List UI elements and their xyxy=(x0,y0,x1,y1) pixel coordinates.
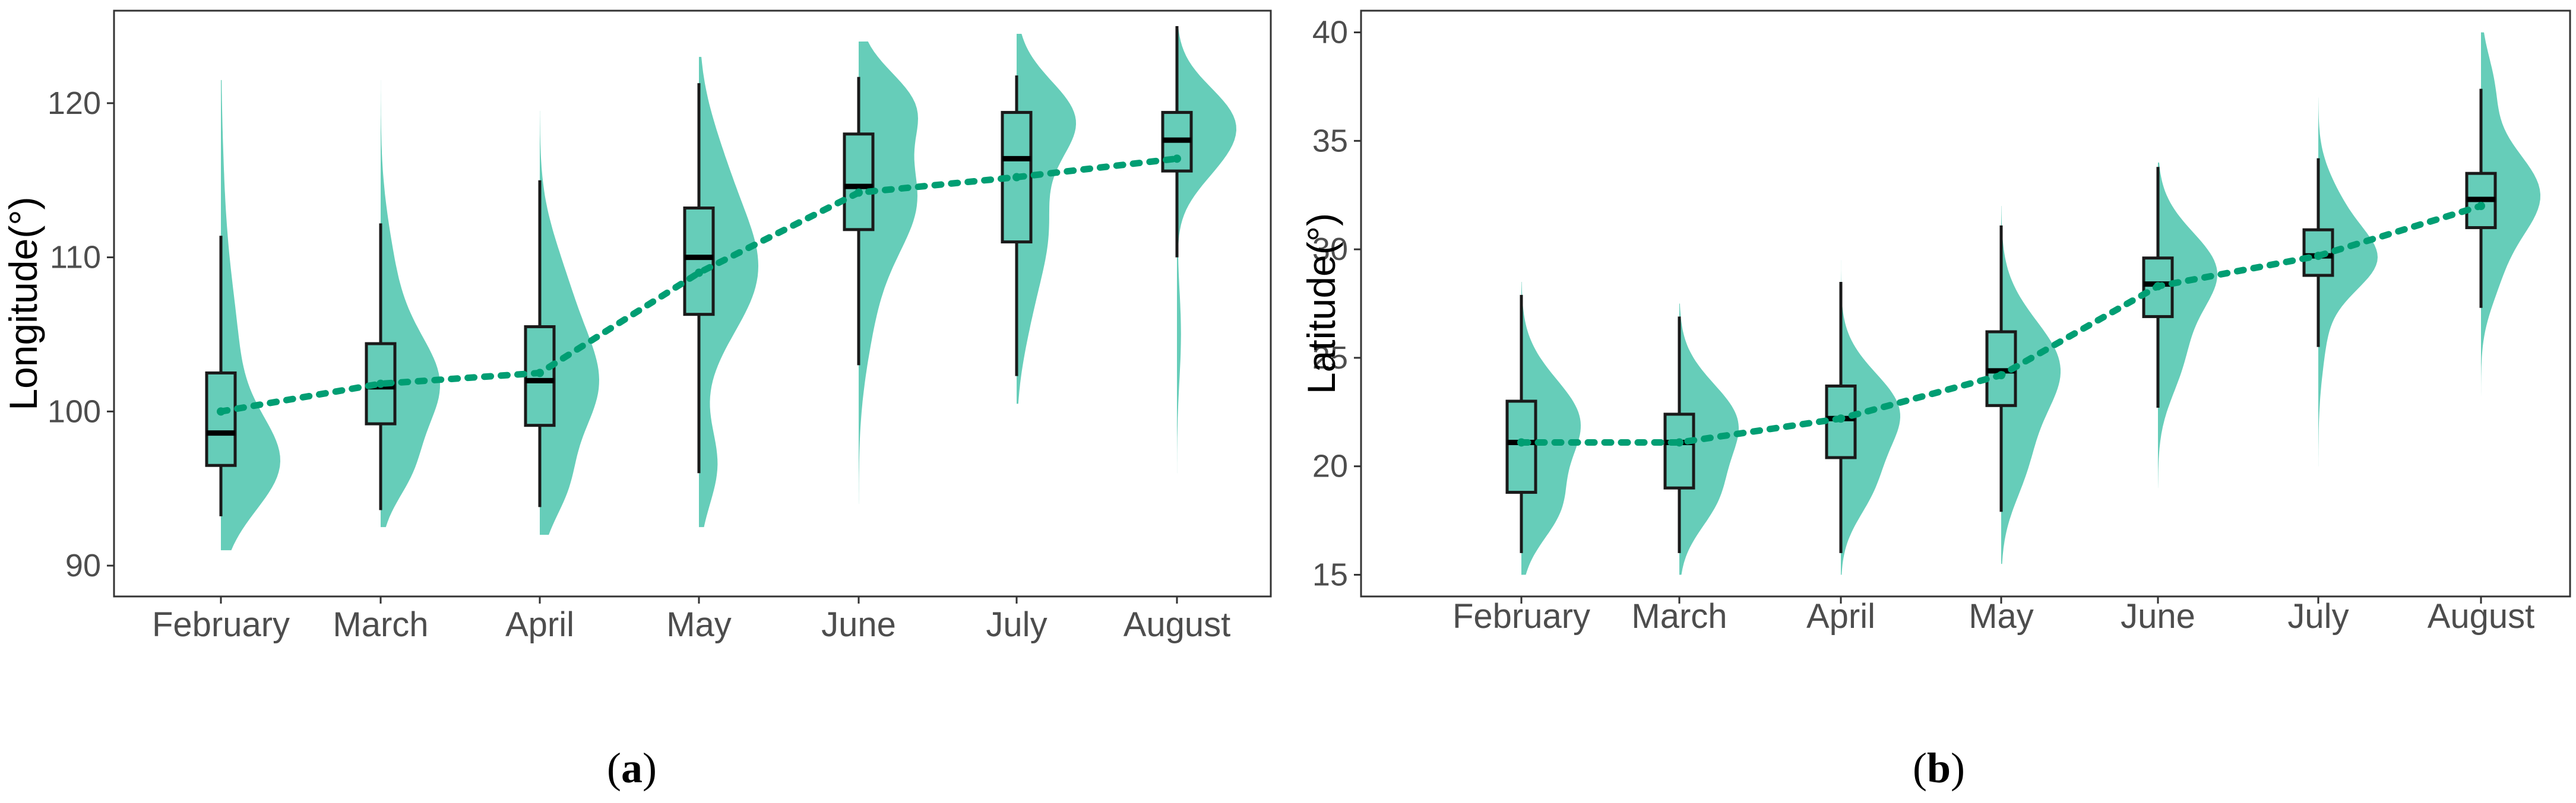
violin-august xyxy=(1177,26,1236,474)
x-tick-label-march: March xyxy=(1631,597,1727,636)
x-tick-label-april: April xyxy=(1806,597,1875,636)
x-tick-label-may: May xyxy=(1969,597,2034,636)
x-tick-label-may: May xyxy=(666,605,732,644)
x-tick-label-august: August xyxy=(1124,605,1231,644)
y-tick-label: 100 xyxy=(48,393,101,429)
y-tick-label: 30 xyxy=(1312,231,1348,267)
panel-border xyxy=(113,9,1272,598)
boxplot-march xyxy=(1663,316,1695,553)
panel-label: (b) xyxy=(1913,744,1965,792)
violin-april xyxy=(1841,260,1900,575)
box-iqr xyxy=(1505,399,1537,494)
panel-label-letter: b xyxy=(1927,744,1951,792)
mean-point-april xyxy=(1837,414,1845,423)
violin-august xyxy=(2481,32,2540,488)
x-tick-label-july: July xyxy=(2287,597,2349,636)
violin-may xyxy=(2001,206,2061,564)
y-tick-label: 15 xyxy=(1312,557,1348,592)
mean-point-july xyxy=(2314,252,2322,261)
violin-february xyxy=(221,80,280,551)
x-tick-label-august: August xyxy=(2428,597,2535,636)
box-iqr xyxy=(843,132,875,231)
violin-june xyxy=(859,41,918,504)
panel-label-close: ) xyxy=(643,744,657,792)
boxplot-february xyxy=(1505,294,1537,553)
mean-point-february xyxy=(217,407,225,416)
box-iqr xyxy=(1663,412,1695,490)
y-tick-label: 35 xyxy=(1312,123,1348,158)
x-tick-label-march: March xyxy=(333,605,428,644)
panel-label-open: ( xyxy=(1913,744,1927,792)
y-tick-label: 120 xyxy=(48,85,101,121)
x-tick-label-february: February xyxy=(1452,597,1590,636)
y-tick-label: 40 xyxy=(1312,15,1348,50)
x-tick-label-june: June xyxy=(821,605,896,644)
mean-point-february xyxy=(1517,438,1526,447)
x-tick-label-july: July xyxy=(986,605,1047,644)
panel-label-close: ) xyxy=(1951,744,1965,792)
boxplot-february xyxy=(205,236,237,516)
violin-june xyxy=(2158,162,2217,488)
panel-label-letter: a xyxy=(621,744,643,792)
x-tick-label-april: April xyxy=(505,605,574,644)
y-tick-label: 20 xyxy=(1312,449,1348,484)
y-tick-label: 25 xyxy=(1312,340,1348,376)
mean-point-june xyxy=(855,188,863,197)
box-iqr xyxy=(683,206,715,316)
violin-april xyxy=(540,110,599,535)
violin-march xyxy=(381,80,440,528)
boxplot-april xyxy=(524,180,556,507)
panel-b: 15 20 25 30 35 40 Latitude(°) February March Apri… xyxy=(1299,9,2571,792)
x-tick-label-february: February xyxy=(152,605,290,644)
mean-point-march xyxy=(376,379,385,388)
mean-point-july xyxy=(1012,173,1021,182)
mean-point-may xyxy=(1997,371,2005,380)
box-iqr xyxy=(205,371,237,467)
violin-february xyxy=(1521,281,1581,575)
panel-label: (a) xyxy=(607,744,657,792)
panel-a: 90 100 110 120 Longitude(°) February March Apri… xyxy=(1,9,1272,792)
mean-point-april xyxy=(536,369,544,377)
y-axis-title: Longitude(°) xyxy=(1,196,45,410)
y-axis-title: Latitude(°) xyxy=(1299,213,1343,394)
mean-point-august xyxy=(2477,202,2485,210)
x-tick-label-june: June xyxy=(2121,597,2195,636)
y-tick-label: 90 xyxy=(65,548,101,583)
violin-july xyxy=(2318,97,2378,466)
mean-point-june xyxy=(2154,282,2162,291)
mean-point-may xyxy=(695,268,703,277)
panel-border xyxy=(1360,9,2571,598)
mean-point-august xyxy=(1173,154,1181,163)
boxplot-may xyxy=(683,83,715,474)
boxplot-august xyxy=(2465,88,2497,308)
panel-label-open: ( xyxy=(607,744,621,792)
violin-may xyxy=(699,56,758,528)
boxplot-june xyxy=(843,77,875,366)
mean-point-march xyxy=(1675,438,1683,447)
y-tick-label: 110 xyxy=(50,240,101,275)
